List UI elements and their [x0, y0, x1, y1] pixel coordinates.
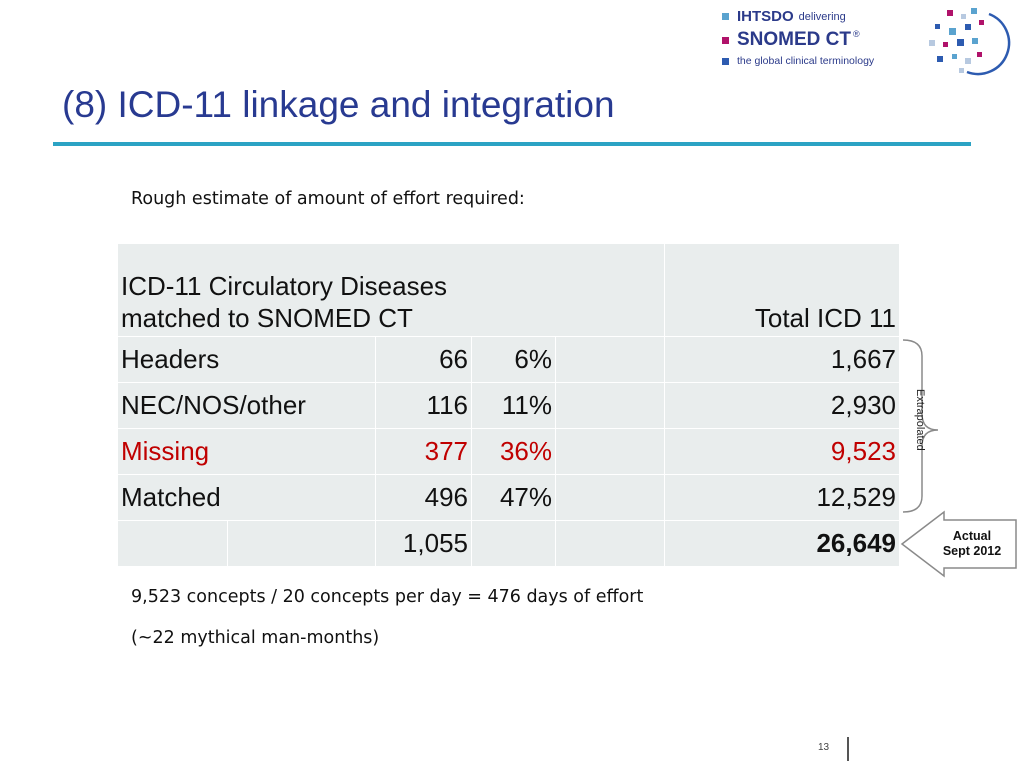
- extrapolated-brace-icon: [902, 339, 939, 513]
- arrow-label-line1: Actual: [952, 529, 992, 543]
- table-row: NEC/NOS/other 116 11% 2,930: [117, 382, 900, 429]
- logo-tagline-text: the global clinical terminology: [737, 55, 875, 67]
- arrow-label-line2: Sept 2012: [942, 544, 1002, 558]
- row-total: 12,529: [664, 474, 900, 521]
- table-header-total: Total ICD 11: [664, 243, 900, 337]
- logo-snomed-text: SNOMED CT: [737, 29, 851, 50]
- row-count: 116: [375, 382, 472, 429]
- empty-cell: [555, 520, 665, 567]
- empty-cell: [117, 520, 228, 567]
- man-months-text: (~22 mythical man-months): [131, 628, 380, 648]
- extrapolated-label: Extrapolated: [914, 389, 926, 451]
- intro-text: Rough estimate of amount of effort requi…: [131, 189, 525, 209]
- page-number: 13: [818, 742, 830, 753]
- empty-cell: [555, 336, 665, 383]
- snomed-dots-logo-icon: [929, 8, 1011, 76]
- title-divider: [53, 142, 971, 146]
- row-count: 377: [375, 428, 472, 475]
- header-left-line2: matched to SNOMED CT: [121, 303, 413, 333]
- row-total: 1,667: [664, 336, 900, 383]
- logo-delivering-text: delivering: [798, 10, 846, 23]
- empty-cell: [555, 474, 665, 521]
- row-label: Matched: [117, 474, 376, 521]
- actual-arrow-label: Actual Sept 2012: [927, 529, 1017, 559]
- total-count: 1,055: [375, 520, 472, 567]
- row-count: 496: [375, 474, 472, 521]
- row-total: 9,523: [664, 428, 900, 475]
- row-label: Missing: [117, 428, 376, 475]
- empty-cell: [555, 428, 665, 475]
- left-arrow-icon: [900, 510, 1017, 578]
- row-label: NEC/NOS/other: [117, 382, 376, 429]
- row-percent: 36%: [471, 428, 556, 475]
- ihtsdo-logo: IHTSDO delivering SNOMED CT ® the global…: [722, 6, 1022, 78]
- calculation-text: 9,523 concepts / 20 concepts per day = 4…: [131, 587, 644, 607]
- page-number-divider: [847, 737, 849, 761]
- logo-registered-mark: ®: [853, 29, 860, 39]
- table-header-row: ICD-11 Circulatory Diseases matched to S…: [117, 243, 900, 337]
- row-percent: 6%: [471, 336, 556, 383]
- empty-cell: [471, 520, 556, 567]
- bullet-icon: [722, 13, 729, 20]
- row-percent: 11%: [471, 382, 556, 429]
- empty-cell: [227, 520, 376, 567]
- row-count: 66: [375, 336, 472, 383]
- bullet-icon: [722, 57, 729, 65]
- table-row: Matched 496 47% 12,529: [117, 474, 900, 521]
- empty-cell: [555, 382, 665, 429]
- page-title: (8) ICD-11 linkage and integration: [62, 84, 615, 125]
- logo-ihtsdo-text: IHTSDO: [737, 8, 794, 25]
- header-left-line1: ICD-11 Circulatory Diseases: [121, 271, 448, 301]
- table-row-missing: Missing 377 36% 9,523: [117, 428, 900, 475]
- bullet-icon: [722, 36, 729, 44]
- grand-total: 26,649: [664, 520, 900, 567]
- effort-table: ICD-11 Circulatory Diseases matched to S…: [117, 243, 900, 567]
- table-totals-row: 1,055 26,649: [117, 520, 900, 567]
